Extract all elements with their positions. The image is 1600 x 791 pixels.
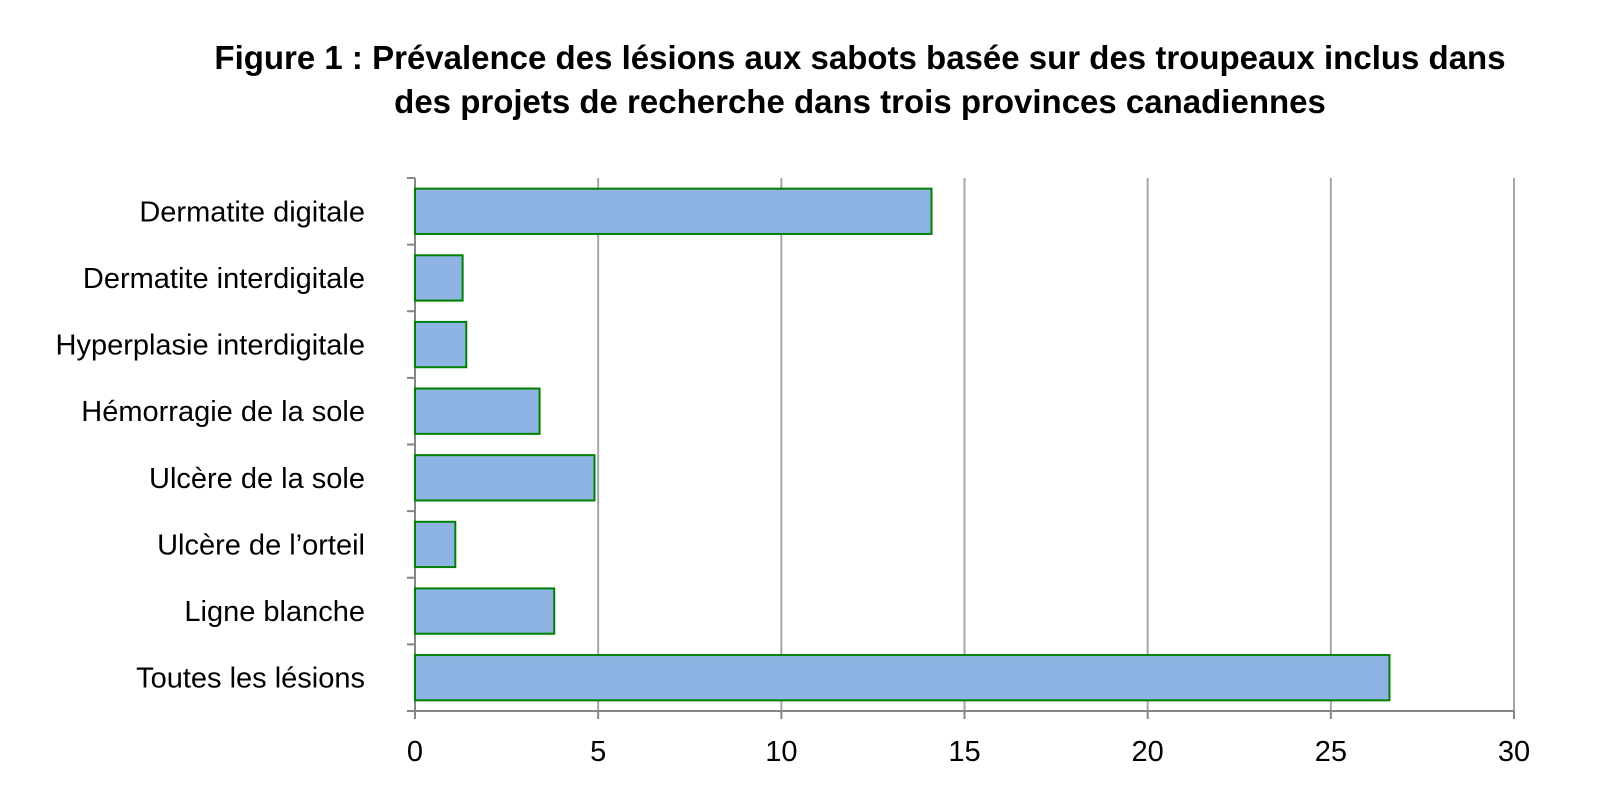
bar-4	[414, 387, 541, 435]
x-tick-label: 15	[948, 736, 980, 768]
x-tick-label: 30	[1498, 736, 1530, 768]
x-tick-label: 25	[1315, 736, 1347, 768]
bar-7	[414, 587, 556, 635]
chart-title: Figure 1 : Prévalence des lésions aux sa…	[214, 39, 1506, 120]
x-tick-label: 5	[590, 736, 606, 768]
x-tick-label: 0	[407, 736, 423, 768]
bar-3	[414, 320, 468, 369]
bar-1	[414, 187, 933, 235]
category-label: Ulcère de la sole	[149, 463, 365, 495]
bar-8	[414, 654, 1391, 702]
bar-5	[414, 454, 596, 502]
x-tick-label: 10	[765, 736, 797, 768]
x-tick-label: 20	[1132, 736, 1164, 768]
gridlines	[597, 178, 1515, 711]
category-labels: Dermatite digitale Dermatite interdigital…	[56, 196, 366, 694]
x-tick-labels: 0 5 10 15 20 25 30	[407, 736, 1530, 768]
category-label: Ligne blanche	[184, 596, 365, 628]
category-label: Hémorragie de la sole	[81, 396, 365, 428]
category-label: Dermatite digitale	[139, 196, 365, 228]
axes	[407, 177, 1515, 719]
bar-2	[414, 254, 464, 302]
bar-6	[414, 520, 457, 569]
bars	[414, 187, 1391, 702]
category-label: Toutes les lésions	[136, 663, 365, 695]
category-label: Dermatite interdigitale	[83, 263, 365, 295]
category-label: Hyperplasie interdigitale	[56, 330, 366, 362]
category-label: Ulcère de l’orteil	[157, 529, 365, 561]
